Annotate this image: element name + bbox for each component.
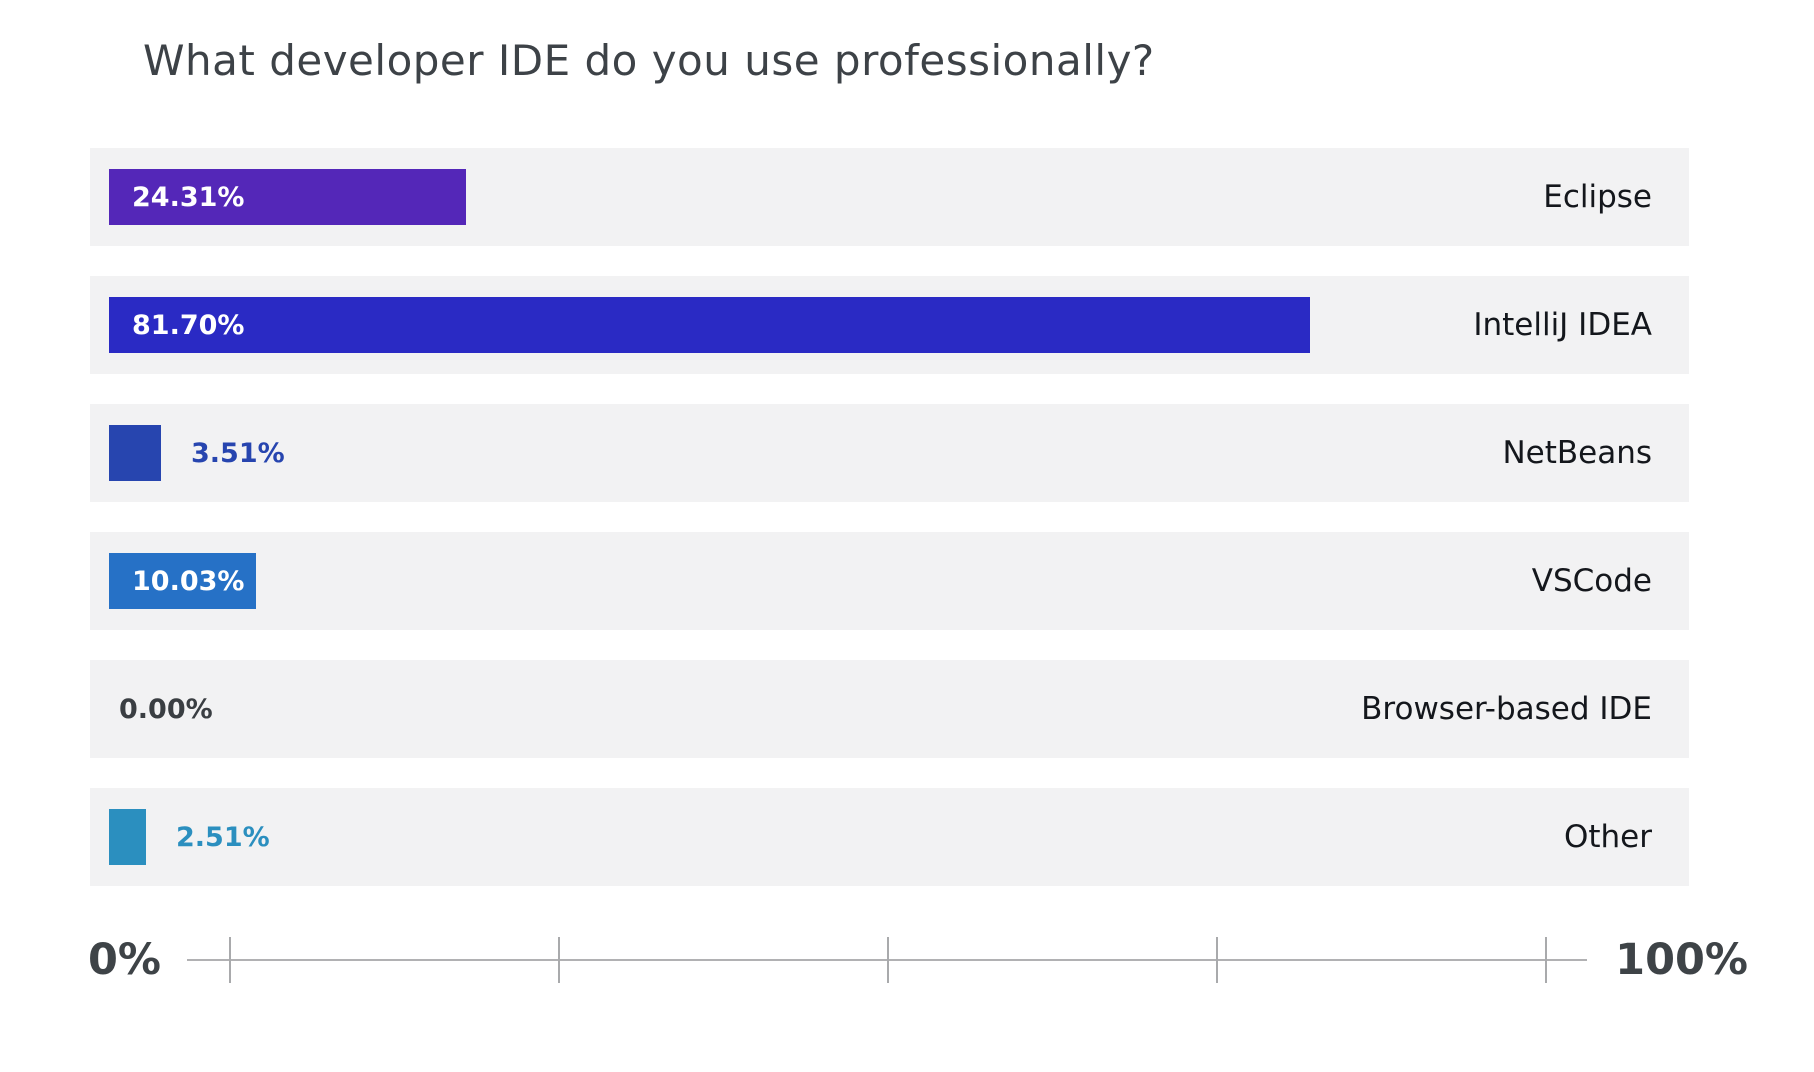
bar: 24.31% — [109, 169, 466, 225]
bar-value-label: 0.00% — [119, 693, 213, 725]
chart-title: What developer IDE do you use profession… — [143, 36, 1155, 85]
bar-value-label: 2.51% — [176, 821, 270, 853]
axis-tick — [887, 937, 890, 983]
bar-chart: 24.31% Eclipse 81.70% IntelliJ IDEA 3.51… — [90, 148, 1689, 916]
category-label: NetBeans — [1502, 435, 1652, 471]
axis-max-label: 100% — [1615, 935, 1748, 985]
bar: 81.70% — [109, 297, 1310, 353]
category-label: Eclipse — [1543, 179, 1652, 215]
axis-tick — [558, 937, 561, 983]
bar-row: 10.03% VSCode — [90, 532, 1689, 630]
axis-tick — [1545, 937, 1548, 983]
bar — [109, 425, 161, 481]
bar-value-label: 3.51% — [191, 437, 285, 469]
bar-row: 3.51% NetBeans — [90, 404, 1689, 502]
bar-value-label: 81.70% — [132, 309, 245, 341]
category-label: IntelliJ IDEA — [1473, 307, 1652, 343]
bar-row: 81.70% IntelliJ IDEA — [90, 276, 1689, 374]
bar-row: 0.00% Browser-based IDE — [90, 660, 1689, 758]
category-label: Browser-based IDE — [1361, 691, 1652, 727]
bar-row: 24.31% Eclipse — [90, 148, 1689, 246]
axis-tick — [229, 937, 232, 983]
bar-row: 2.51% Other — [90, 788, 1689, 886]
bar-value-label: 24.31% — [132, 181, 245, 213]
category-label: VSCode — [1531, 563, 1652, 599]
bar-value-label: 10.03% — [132, 565, 245, 597]
bar: 10.03% — [109, 553, 256, 609]
category-label: Other — [1563, 819, 1652, 855]
axis-min-label: 0% — [88, 935, 162, 985]
x-axis: 0% 100% — [88, 935, 1748, 985]
axis-line — [187, 937, 1588, 983]
bar — [109, 809, 146, 865]
axis-tick — [1216, 937, 1219, 983]
